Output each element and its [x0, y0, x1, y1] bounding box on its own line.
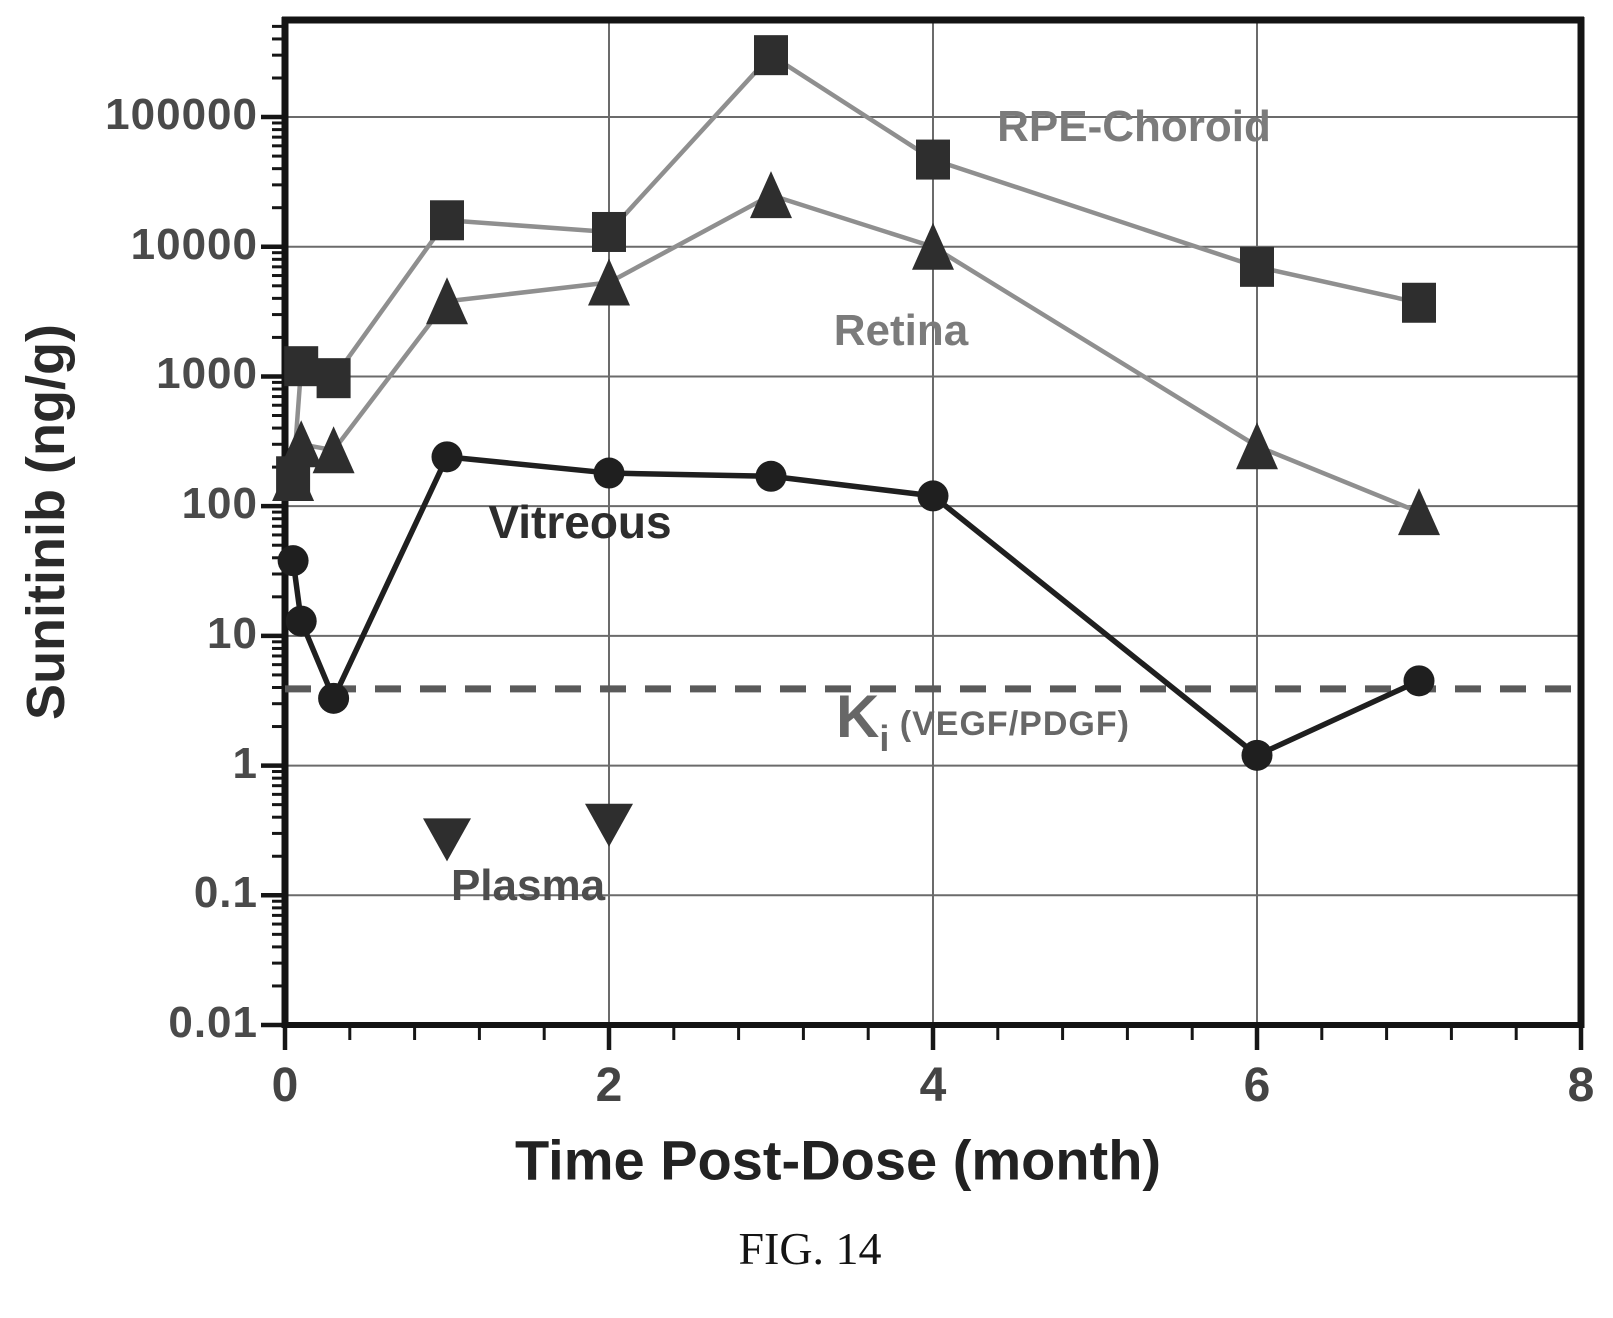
- y-tick-label: 0.1: [193, 868, 258, 918]
- series-label-rpe-choroid: RPE-Choroid: [997, 102, 1271, 151]
- marker-rpe-choroid: [316, 358, 351, 399]
- x-tick-label: 0: [271, 1059, 299, 1112]
- marker-vitreous: [1241, 739, 1273, 771]
- marker-vitreous: [318, 682, 350, 714]
- marker-retina: [312, 426, 355, 474]
- x-tick-label: 8: [1567, 1059, 1595, 1112]
- marker-rpe-choroid: [592, 211, 626, 252]
- ki-target-text: (VEGF/PDGF): [889, 705, 1130, 743]
- marker-rpe-choroid: [1402, 282, 1436, 323]
- y-tick-label: 100: [181, 479, 258, 529]
- marker-rpe-choroid: [754, 35, 788, 76]
- marker-plasma: [585, 803, 633, 847]
- marker-plasma: [423, 818, 471, 862]
- y-tick-label: 10: [207, 608, 258, 658]
- series-label-vitreous: Vitreous: [488, 496, 672, 548]
- marker-vitreous: [277, 545, 309, 577]
- marker-retina: [1398, 488, 1440, 536]
- figure-caption: FIG. 14: [738, 1223, 882, 1274]
- y-tick-label: 1000: [156, 349, 258, 399]
- ki-symbol: K: [836, 683, 880, 750]
- marker-vitreous: [431, 441, 463, 473]
- marker-vitreous: [917, 480, 949, 512]
- marker-retina: [912, 222, 954, 270]
- x-tick-label: 2: [595, 1059, 623, 1112]
- marker-vitreous: [285, 605, 317, 637]
- marker-retina: [280, 420, 323, 468]
- y-tick-label: 10000: [130, 219, 258, 269]
- ki-annotation: Ki (VEGF/PDGF): [836, 682, 1130, 760]
- marker-vitreous: [593, 457, 625, 489]
- y-tick-label: 100000: [105, 90, 258, 140]
- y-tick-label: 1: [232, 738, 258, 788]
- marker-retina: [750, 171, 792, 219]
- x-axis-title: Time Post-Dose (month): [514, 1128, 1162, 1192]
- marker-retina: [588, 258, 630, 306]
- marker-rpe-choroid: [1240, 246, 1274, 287]
- marker-retina: [1236, 422, 1278, 470]
- marker-rpe-choroid: [916, 139, 950, 180]
- marker-rpe-choroid: [284, 346, 319, 387]
- x-tick-label: 6: [1243, 1059, 1271, 1112]
- x-tick-label: 4: [919, 1059, 947, 1112]
- series-label-plasma: Plasma: [450, 861, 606, 910]
- marker-vitreous: [1403, 665, 1435, 697]
- marker-retina: [272, 453, 315, 501]
- ki-subscript: i: [879, 718, 890, 759]
- series-label-retina: Retina: [833, 306, 969, 355]
- y-tick-label: 0.01: [168, 998, 258, 1047]
- marker-rpe-choroid: [430, 200, 464, 241]
- marker-vitreous: [755, 460, 787, 492]
- marker-retina: [426, 277, 468, 325]
